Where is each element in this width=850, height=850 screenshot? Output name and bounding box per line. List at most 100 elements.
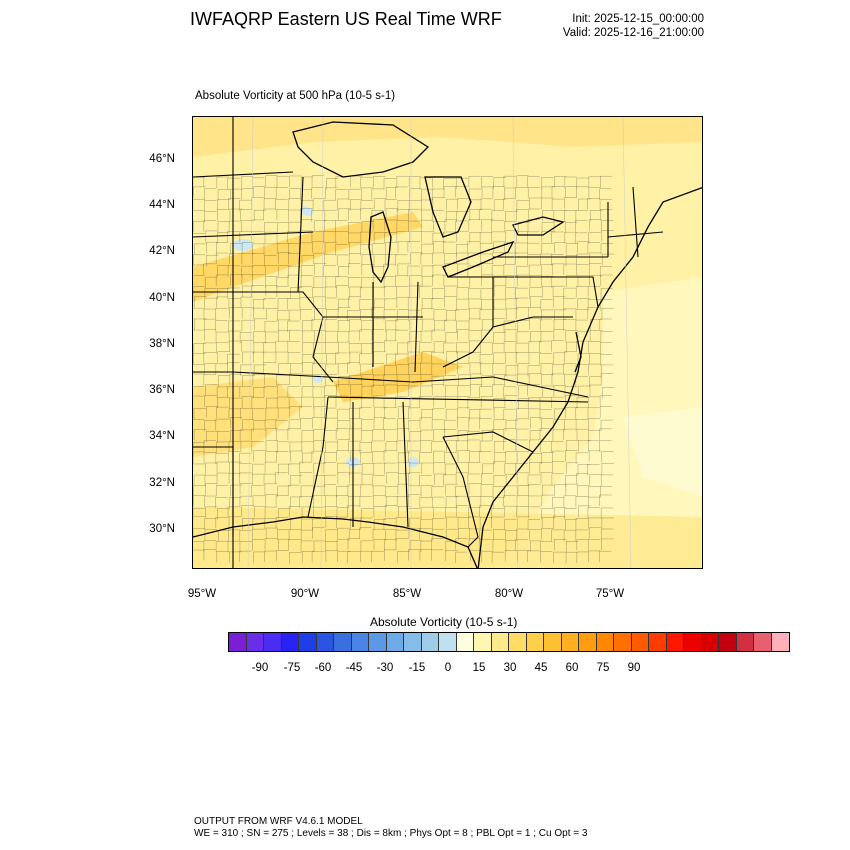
county-line — [205, 483, 218, 495]
county-line — [421, 209, 434, 221]
county-line — [577, 485, 590, 497]
county-line — [193, 210, 205, 211]
county-line — [527, 550, 540, 562]
county-line — [227, 506, 241, 518]
county-line — [228, 408, 241, 420]
county-line — [384, 429, 397, 441]
county-line — [528, 352, 541, 364]
county-line — [588, 341, 601, 353]
county-line — [551, 231, 564, 243]
county-line — [254, 210, 267, 222]
county-line — [468, 318, 482, 330]
county-line — [455, 538, 468, 550]
county-line — [193, 186, 206, 198]
county-line — [432, 274, 445, 286]
county-line — [456, 462, 469, 474]
county-line — [601, 538, 614, 550]
county-line — [529, 439, 542, 451]
colorbar-swatch — [421, 633, 439, 651]
county-line — [481, 219, 494, 231]
southwest-band — [193, 377, 303, 457]
county-line — [504, 187, 517, 199]
county-line — [325, 297, 338, 309]
county-line — [599, 440, 612, 452]
county-line — [313, 475, 326, 487]
county-line — [553, 352, 566, 364]
county-line — [433, 462, 446, 474]
county-line — [563, 263, 576, 276]
county-line — [252, 243, 265, 255]
county-line — [288, 253, 301, 265]
county-line — [252, 495, 266, 507]
county-line — [278, 265, 291, 277]
county-line — [479, 529, 492, 542]
county-line — [193, 508, 205, 520]
county-line — [492, 186, 505, 198]
county-line — [288, 484, 301, 497]
county-line — [218, 375, 231, 387]
county-line — [206, 255, 219, 267]
county-line — [516, 408, 529, 420]
county-line — [266, 397, 279, 410]
colorbar-swatch — [281, 633, 299, 651]
county-line — [347, 310, 360, 322]
county-line — [421, 276, 435, 288]
colorbar-swatch — [684, 633, 702, 651]
county-line — [216, 461, 230, 473]
county-line — [422, 318, 435, 331]
colorbar-swatch — [754, 633, 772, 651]
county-line — [228, 516, 242, 528]
county-line — [552, 263, 565, 275]
county-line — [469, 496, 482, 508]
county-line — [335, 428, 349, 440]
county-line — [384, 219, 397, 231]
county-line — [431, 363, 444, 375]
county-line — [230, 274, 243, 286]
county-line — [348, 296, 361, 308]
county-line — [263, 342, 276, 354]
county-line — [589, 376, 602, 388]
county-line — [337, 439, 350, 451]
county-line — [467, 265, 480, 277]
county-line — [228, 198, 241, 210]
county-line — [397, 385, 410, 397]
county-line — [553, 296, 566, 308]
county-line — [300, 529, 314, 542]
county-line — [324, 407, 337, 420]
county-line — [493, 241, 506, 253]
county-line — [445, 211, 459, 223]
county-line — [371, 342, 385, 354]
county-line — [275, 199, 288, 211]
county-line — [241, 242, 255, 254]
county-line — [565, 450, 578, 462]
county-line — [301, 430, 314, 442]
county-line — [277, 529, 290, 541]
county-line — [541, 494, 554, 507]
county-line — [290, 287, 303, 299]
county-line — [253, 307, 266, 320]
county-line — [373, 506, 386, 518]
county-line — [539, 397, 552, 409]
county-line — [263, 208, 276, 220]
county-line — [314, 353, 327, 365]
county-line — [252, 274, 265, 286]
county-line — [469, 232, 482, 244]
county-line — [589, 384, 602, 396]
county-line — [349, 319, 362, 331]
county-line — [266, 308, 279, 320]
county-line — [383, 178, 397, 190]
county-line — [527, 243, 540, 255]
county-line — [384, 286, 397, 298]
county-line — [457, 517, 471, 529]
county-line — [600, 419, 614, 432]
county-line — [457, 363, 470, 375]
county-line — [228, 529, 241, 541]
county-line — [589, 252, 602, 264]
colorbar-label: 0 — [444, 662, 452, 674]
county-line — [241, 396, 255, 408]
county-line — [325, 441, 338, 453]
county-line — [229, 340, 242, 353]
county-line — [588, 440, 601, 452]
county-line — [563, 319, 576, 331]
county-line — [395, 275, 408, 287]
